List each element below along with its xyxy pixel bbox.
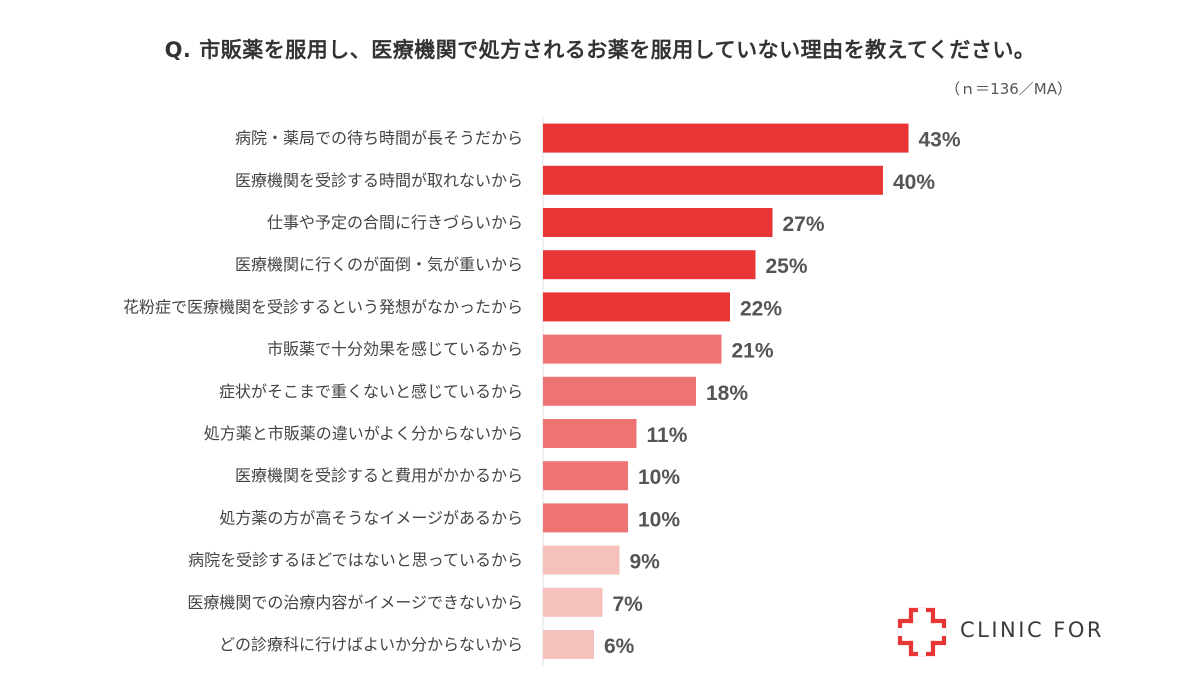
chart-title: Q. 市販薬を服用し、医療機関で処方されるお薬を服用していない理由を教えてくださ… <box>164 38 1036 62</box>
value-label: 21% <box>732 340 774 363</box>
value-label: 6% <box>604 635 635 658</box>
bar <box>543 587 603 617</box>
category-label: 病院・薬局での待ち時間が長そうだから <box>235 129 523 148</box>
value-label: 10% <box>638 466 680 489</box>
category-label: 仕事や予定の合間に行きづらいから <box>267 213 523 232</box>
category-label: 処方薬の方が高そうなイメージがあるから <box>219 508 523 527</box>
category-label: 医療機関を受診する時間が取れないから <box>235 171 523 190</box>
value-label: 40% <box>893 171 935 194</box>
category-label: 処方薬と市販薬の違いがよく分からないから <box>204 424 523 443</box>
bar <box>543 419 637 448</box>
value-label: 9% <box>630 551 661 574</box>
bar <box>543 503 628 533</box>
medical-cross-icon <box>897 607 947 657</box>
bar <box>543 123 909 153</box>
value-label: 25% <box>766 255 808 278</box>
bar <box>543 292 730 322</box>
category-label: 医療機関に行くのが面倒・気が重いから <box>235 255 523 274</box>
category-label: 医療機関を受診すると費用がかかるから <box>235 466 523 485</box>
category-label: 病院を受診するほどではないと思っているから <box>188 551 523 570</box>
bar <box>543 545 620 575</box>
category-label: 症状がそこまで重くないと感じているから <box>219 382 523 401</box>
value-label: 22% <box>740 297 782 320</box>
sample-size-note: （ｎ＝136／MA） <box>945 80 1072 98</box>
category-label: 医療機関での治療内容がイメージできないから <box>187 593 523 612</box>
value-label: 43% <box>919 129 961 152</box>
bar <box>543 334 722 364</box>
value-label: 7% <box>613 593 644 616</box>
value-label: 18% <box>706 382 748 405</box>
logo-text: CLINIC FOR <box>960 618 1104 642</box>
category-label: どの診療科に行けばよいか分からないから <box>219 635 523 654</box>
category-label: 市販薬で十分効果を感じているから <box>267 340 523 359</box>
bar <box>543 630 594 659</box>
value-label: 10% <box>638 508 680 531</box>
value-label: 11% <box>647 424 688 447</box>
clinic-for-logo: CLINIC FOR <box>894 604 1154 660</box>
bar <box>543 208 773 237</box>
category-label: 花粉症で医療機関を受診するという発想がなかったから <box>123 297 523 316</box>
bar <box>543 461 628 491</box>
bar <box>543 250 756 280</box>
bar <box>543 165 883 195</box>
value-label: 27% <box>783 213 825 236</box>
bar <box>543 376 696 406</box>
